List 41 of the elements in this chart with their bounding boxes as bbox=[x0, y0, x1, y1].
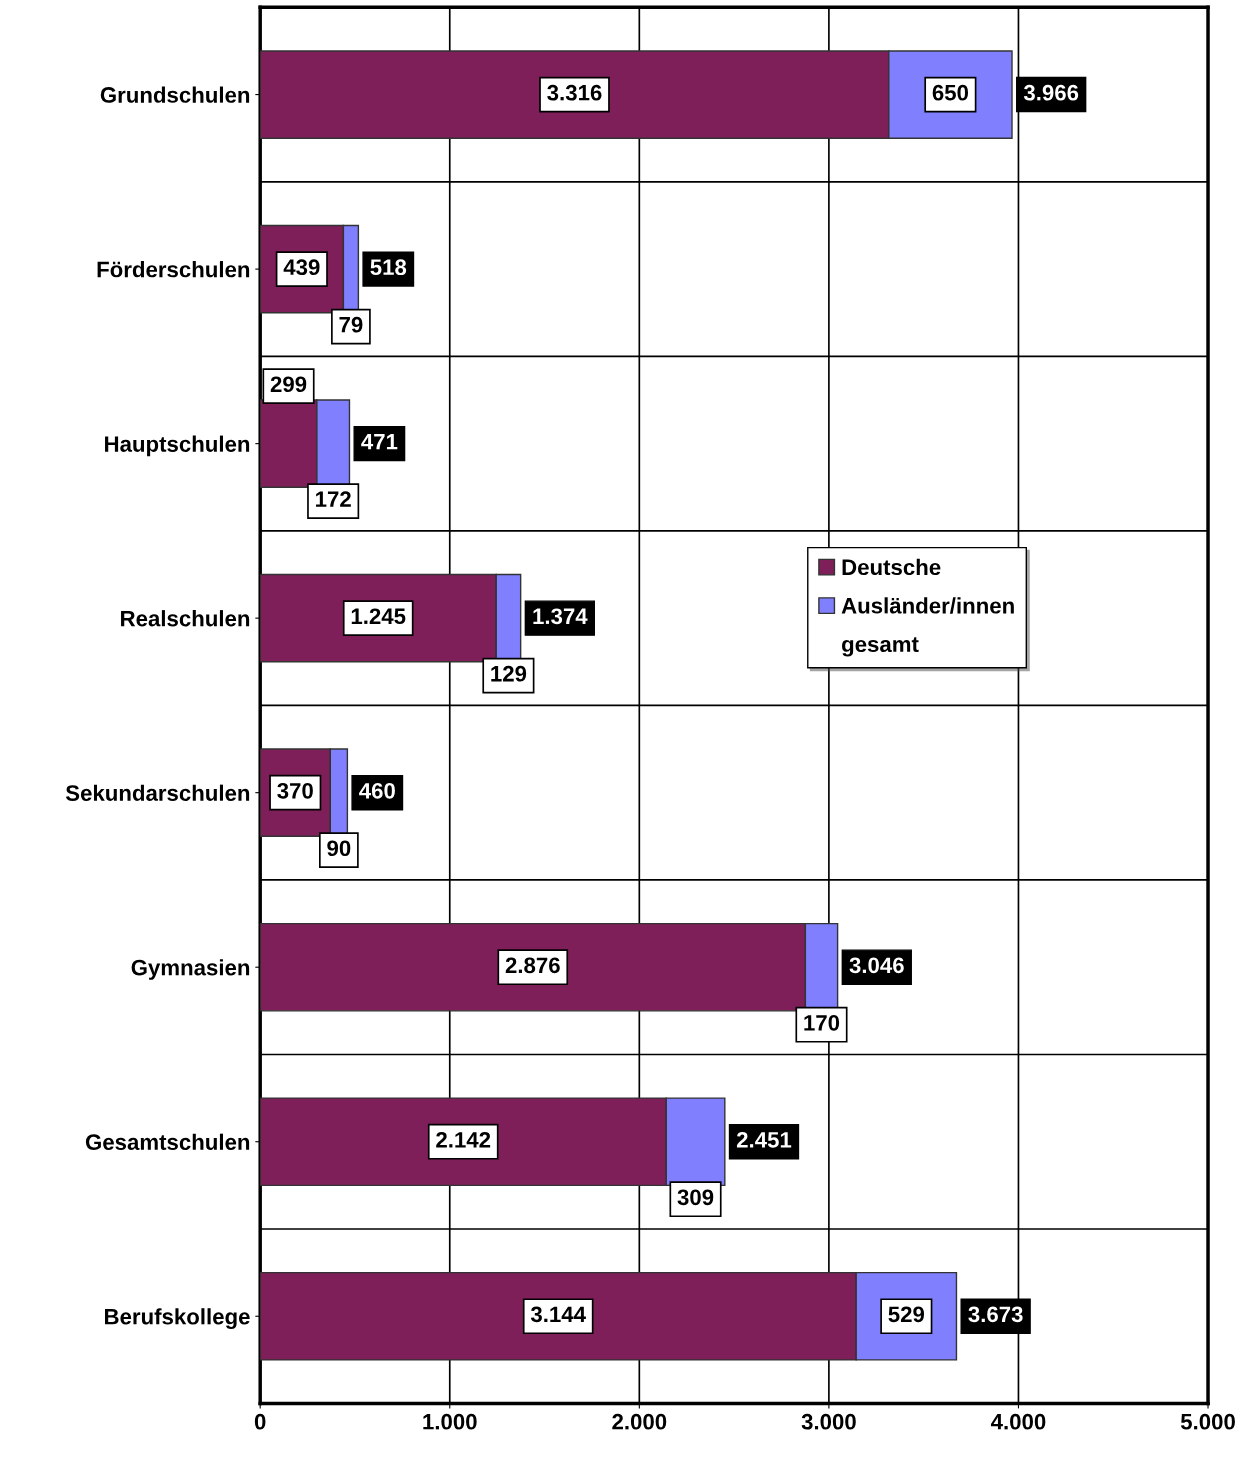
x-tick-label: 0 bbox=[254, 1413, 266, 1430]
data-label: 2.142 bbox=[436, 1131, 491, 1148]
data-label: 172 bbox=[316, 491, 351, 507]
data-label: 1.245 bbox=[351, 608, 406, 625]
y-tick-label: Gymnasien bbox=[131, 959, 250, 980]
data-label: 370 bbox=[277, 782, 313, 799]
data-label: 170 bbox=[804, 1014, 840, 1031]
x-tick-label: 3.000 bbox=[801, 1413, 856, 1430]
data-label: 2.876 bbox=[505, 957, 560, 974]
total-label: 518 bbox=[370, 259, 407, 276]
y-tick-label: Berufskollege bbox=[105, 1308, 250, 1330]
data-label: 309 bbox=[677, 1189, 714, 1206]
data-label: 3.144 bbox=[530, 1306, 586, 1323]
total-label: 3.966 bbox=[1023, 84, 1079, 101]
legend-label: Ausländer/innen bbox=[841, 597, 1014, 614]
y-tick-label: Hauptschulen bbox=[105, 435, 250, 457]
total-label: 460 bbox=[359, 782, 395, 799]
data-label: 129 bbox=[491, 665, 527, 682]
y-tick-label: Realschulen bbox=[121, 610, 250, 627]
annotation: gesamt bbox=[842, 637, 919, 657]
total-label: 3.046 bbox=[849, 957, 904, 974]
data-label: 529 bbox=[888, 1306, 925, 1323]
data-label: 439 bbox=[283, 259, 320, 276]
y-tick-label: Gesamtschulen bbox=[85, 1133, 250, 1150]
y-tick-label: Sekundarschulen bbox=[65, 784, 250, 801]
total-label: 471 bbox=[361, 434, 398, 450]
x-tick-label: 2.000 bbox=[612, 1413, 667, 1430]
total-label: 1.374 bbox=[533, 608, 588, 625]
y-tick-label: Grundschulen bbox=[100, 86, 250, 103]
x-tick-label: 1.000 bbox=[423, 1413, 477, 1430]
y-tick-label: Förderschulen bbox=[97, 261, 250, 278]
legend-label: Deutsche bbox=[842, 558, 941, 576]
data-label: 299 bbox=[270, 376, 307, 393]
total-label: 2.451 bbox=[736, 1131, 792, 1148]
data-label: 650 bbox=[932, 84, 969, 101]
x-tick-label: 5.000 bbox=[1180, 1413, 1235, 1430]
data-label: 79 bbox=[339, 316, 363, 333]
total-label: 3.673 bbox=[968, 1306, 1023, 1323]
x-tick-label: 4.000 bbox=[990, 1413, 1046, 1430]
data-label: 3.316 bbox=[547, 84, 602, 101]
data-label: 90 bbox=[327, 840, 351, 857]
